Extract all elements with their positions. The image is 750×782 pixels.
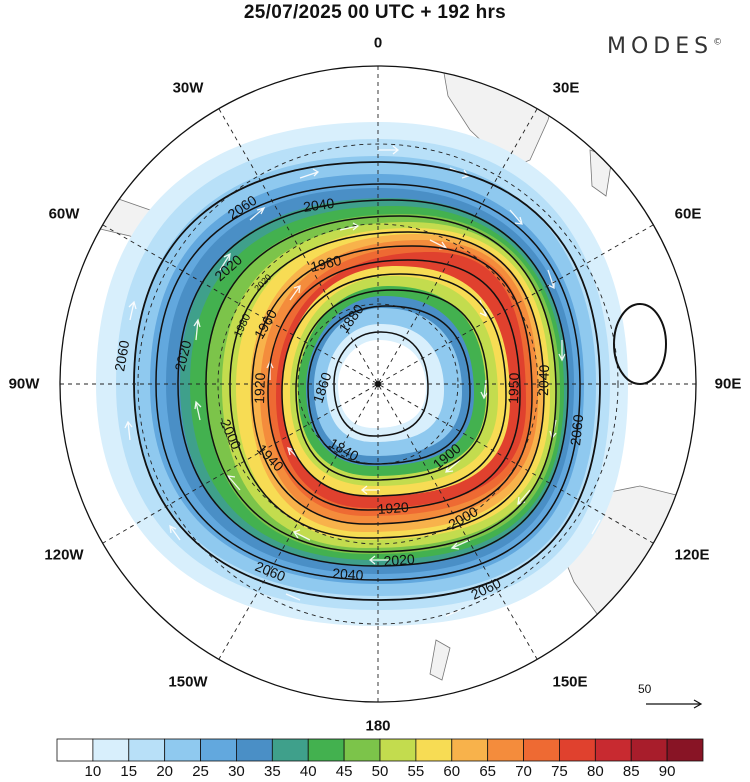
colorbar-swatch	[451, 738, 489, 762]
colorbar-tick-label: 65	[479, 763, 496, 780]
colorbar-swatch	[164, 738, 201, 762]
south-pole-dot	[375, 381, 381, 387]
height-contours	[133, 161, 601, 601]
reference-vector-arrow	[646, 699, 703, 709]
contour-label: 1920	[377, 499, 409, 517]
lon-label-30e: 30E	[552, 79, 580, 97]
modes-logo: MODES©	[607, 34, 722, 59]
contour-label: 1950	[505, 372, 522, 404]
lon-label-30w: 30W	[172, 79, 204, 97]
colorbar-tick-label: 25	[192, 763, 209, 780]
colorbar-tick-label: 70	[515, 763, 532, 780]
colorbar-swatch	[415, 738, 453, 762]
lon-label-120w: 120W	[44, 546, 84, 564]
copyright-mark: ©	[713, 37, 723, 48]
map-border	[59, 65, 697, 703]
colorbar-swatch	[200, 738, 237, 762]
colorbar-swatch	[379, 738, 417, 762]
colorbar-swatch	[594, 738, 632, 762]
contour-label: 2060	[111, 339, 132, 373]
colorbar-swatch	[523, 738, 560, 762]
colorbar-tick-label: 45	[335, 763, 353, 780]
colorbar-tick-label: 20	[156, 763, 173, 780]
lon-label-150w: 150W	[168, 673, 208, 691]
colorbar-tick-label: 55	[407, 763, 425, 780]
lon-label-120e: 120E	[674, 546, 710, 564]
new-zealand-landmass	[429, 639, 451, 681]
lon-label-180: 180	[365, 717, 391, 735]
colorbar-tick-label: 80	[586, 763, 604, 780]
colorbar-swatch	[559, 738, 596, 762]
colorbar-swatch	[56, 738, 94, 762]
contour-label: 2020	[171, 338, 194, 372]
colorbar-tick-label: 85	[622, 763, 640, 780]
contour-label: 1920	[251, 372, 268, 404]
brand-name: MODES	[607, 34, 714, 59]
colorbar-swatch	[271, 738, 309, 762]
colorbar-swatch	[236, 738, 273, 762]
map-disk	[60, 66, 696, 702]
contour-label: 2020	[383, 551, 415, 569]
lon-label-60w: 60W	[48, 205, 80, 223]
contour-label: 2040	[332, 565, 364, 583]
wind-arrows	[124, 109, 631, 617]
reference-vector-label: 50	[638, 682, 652, 696]
colorbar-swatch	[630, 738, 668, 762]
colorbar-tick-label: 40	[299, 763, 317, 780]
colorbar-tick-label: 60	[443, 763, 461, 780]
graticule	[60, 66, 696, 702]
colorbar-tick-label: 50	[371, 763, 389, 780]
contour-label: 2060	[567, 413, 586, 446]
colorbar-swatch	[92, 738, 130, 762]
colorbar-swatch	[666, 738, 704, 762]
lon-label-60e: 60E	[674, 205, 702, 223]
lon-label-90w: 90W	[8, 375, 40, 393]
colorbar-tick-label: 35	[263, 763, 281, 780]
colorbar-tick-label: 15	[120, 763, 138, 780]
colorbar-tick-label: 90	[658, 763, 676, 780]
closed-contour-60e	[613, 303, 667, 385]
lon-label-0: 0	[373, 34, 383, 52]
lon-label-90e: 90E	[714, 375, 742, 393]
contour-label: 1960	[309, 252, 343, 275]
colorbar-swatch	[307, 738, 345, 762]
contour-label: 2040	[302, 195, 335, 215]
contour-label: 2040	[535, 364, 552, 396]
colorbar-tick-label: 30	[228, 763, 245, 780]
colorbar-tick-label: 10	[84, 763, 102, 780]
colorbar-swatch	[128, 738, 166, 762]
colorbar-swatch	[343, 738, 381, 762]
colorbar-swatch	[487, 738, 524, 762]
lon-label-150e: 150E	[552, 673, 588, 691]
map-title: 25/07/2025 00 UTC + 192 hrs	[243, 2, 507, 23]
colorbar-tick-label: 75	[551, 763, 568, 780]
colorbar	[56, 738, 704, 762]
